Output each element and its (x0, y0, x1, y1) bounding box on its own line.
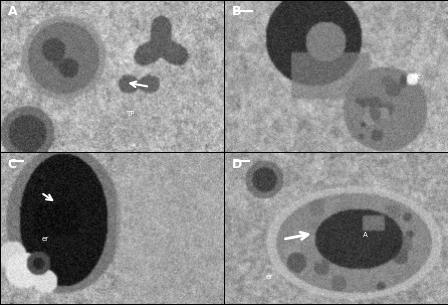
Text: *: * (412, 73, 419, 88)
Text: D: D (232, 158, 242, 171)
Text: B: B (232, 5, 241, 18)
Text: C: C (8, 158, 17, 171)
Text: A: A (362, 232, 367, 238)
Text: TP: TP (125, 111, 134, 117)
Text: er: er (266, 274, 273, 280)
Text: er: er (42, 236, 49, 242)
Text: A: A (8, 5, 17, 18)
